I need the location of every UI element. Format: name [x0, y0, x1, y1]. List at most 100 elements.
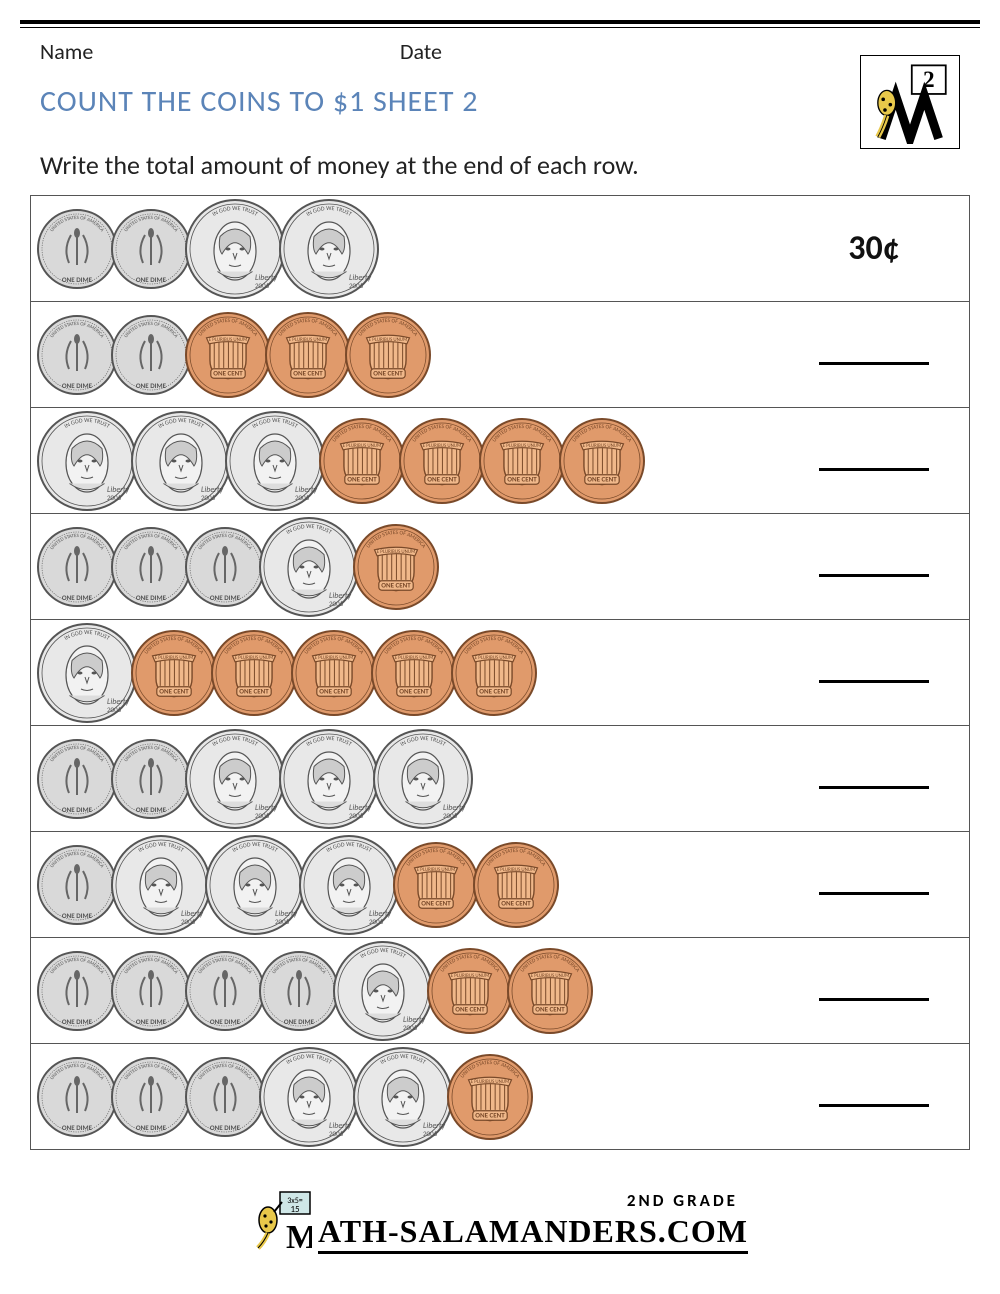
nickel-coin: IN GOD WE TRUST Liberty 2006 — [205, 835, 305, 935]
penny-coin: UNITED STATES OF AMERICA E PLURIBUS UNUM… — [185, 312, 271, 398]
coin-row-coins: UNITED STATES OF AMERICA ONE DIME UNITED… — [37, 941, 799, 1041]
nickel-coin: IN GOD WE TRUST Liberty 2006 — [225, 411, 325, 511]
row-answer[interactable] — [799, 334, 969, 375]
svg-text:ONE CENT: ONE CENT — [455, 1004, 485, 1013]
dime-coin: UNITED STATES OF AMERICA ONE DIME — [111, 209, 191, 289]
svg-text:ONE CENT: ONE CENT — [475, 1110, 505, 1119]
coin-row-coins: UNITED STATES OF AMERICA ONE DIME UNITED… — [37, 729, 799, 829]
row-answer[interactable] — [799, 440, 969, 481]
row-answer[interactable] — [799, 970, 969, 1011]
worksheet-page: Name Date COUNT THE COINS TO $1 SHEET 2 … — [0, 20, 1000, 1275]
dime-coin: UNITED STATES OF AMERICA ONE DIME — [111, 527, 191, 607]
svg-text:E PLURIBUS UNUM: E PLURIBUS UNUM — [531, 973, 570, 979]
svg-text:ONE CENT: ONE CENT — [381, 580, 411, 589]
coin-row: UNITED STATES OF AMERICA ONE DIME UNITED… — [31, 938, 969, 1044]
row-answer[interactable] — [799, 652, 969, 693]
answer-blank[interactable] — [819, 867, 929, 895]
footer: 3x5= 15 M 2ND GRADE ATH-SALAMANDERS.COM — [0, 1190, 1000, 1275]
svg-text:ONE DIME: ONE DIME — [284, 1017, 315, 1026]
penny-coin: UNITED STATES OF AMERICA E PLURIBUS UNUM… — [473, 842, 559, 928]
svg-text:2006: 2006 — [275, 917, 290, 926]
svg-text:2006: 2006 — [403, 1023, 418, 1032]
answer-blank[interactable] — [819, 973, 929, 1001]
dime-coin: UNITED STATES OF AMERICA ONE DIME — [111, 739, 191, 819]
svg-text:ONE CENT: ONE CENT — [399, 686, 429, 695]
svg-text:E PLURIBUS UNUM: E PLURIBUS UNUM — [583, 443, 622, 449]
svg-text:15: 15 — [290, 1204, 300, 1215]
svg-text:ONE DIME: ONE DIME — [62, 381, 93, 390]
svg-text:ONE CENT: ONE CENT — [239, 686, 269, 695]
coin-row: IN GOD WE TRUST Liberty 2006 IN GOD WE T… — [31, 408, 969, 514]
dime-coin: UNITED STATES OF AMERICA ONE DIME — [37, 527, 117, 607]
penny-coin: UNITED STATES OF AMERICA E PLURIBUS UNUM… — [447, 1054, 533, 1140]
answer-blank[interactable] — [819, 1079, 929, 1107]
coin-row: UNITED STATES OF AMERICA ONE DIME UNITED… — [31, 514, 969, 620]
dime-coin: UNITED STATES OF AMERICA ONE DIME — [37, 739, 117, 819]
svg-text:ONE CENT: ONE CENT — [213, 368, 243, 377]
penny-coin: UNITED STATES OF AMERICA E PLURIBUS UNUM… — [479, 418, 565, 504]
svg-text:ONE DIME: ONE DIME — [62, 805, 93, 814]
svg-text:ONE CENT: ONE CENT — [587, 474, 617, 483]
svg-text:E PLURIBUS UNUM: E PLURIBUS UNUM — [423, 443, 462, 449]
dime-coin: UNITED STATES OF AMERICA ONE DIME — [111, 951, 191, 1031]
footer-brand: 3x5= 15 M 2ND GRADE ATH-SALAMANDERS.COM — [252, 1190, 748, 1250]
nickel-coin: IN GOD WE TRUST Liberty 2006 — [299, 835, 399, 935]
coin-row: UNITED STATES OF AMERICA ONE DIME UNITED… — [31, 196, 969, 302]
penny-coin: UNITED STATES OF AMERICA E PLURIBUS UNUM… — [559, 418, 645, 504]
svg-text:2006: 2006 — [107, 493, 122, 502]
row-answer[interactable] — [799, 546, 969, 587]
answer-blank[interactable] — [819, 761, 929, 789]
svg-text:ONE DIME: ONE DIME — [136, 275, 167, 284]
penny-coin: UNITED STATES OF AMERICA E PLURIBUS UNUM… — [291, 630, 377, 716]
svg-text:E PLURIBUS UNUM: E PLURIBUS UNUM — [395, 655, 434, 661]
coin-row-coins: UNITED STATES OF AMERICA ONE DIME UNITED… — [37, 312, 799, 398]
penny-coin: UNITED STATES OF AMERICA E PLURIBUS UNUM… — [427, 948, 513, 1034]
svg-text:2006: 2006 — [295, 493, 310, 502]
svg-text:ONE CENT: ONE CENT — [535, 1004, 565, 1013]
answer-blank[interactable] — [819, 337, 929, 365]
row-answer[interactable] — [799, 864, 969, 905]
coin-row: UNITED STATES OF AMERICA ONE DIME UNITED… — [31, 726, 969, 832]
penny-coin: UNITED STATES OF AMERICA E PLURIBUS UNUM… — [265, 312, 351, 398]
svg-text:E PLURIBUS UNUM: E PLURIBUS UNUM — [471, 1079, 510, 1085]
nickel-coin: IN GOD WE TRUST Liberty 2006 — [185, 729, 285, 829]
coin-row: IN GOD WE TRUST Liberty 2006 UNITED STAT… — [31, 620, 969, 726]
nickel-coin: IN GOD WE TRUST Liberty 2006 — [131, 411, 231, 511]
svg-text:2006: 2006 — [349, 281, 364, 290]
nickel-coin: IN GOD WE TRUST Liberty 2006 — [333, 941, 433, 1041]
answer-blank[interactable] — [819, 443, 929, 471]
footer-grade: 2ND GRADE — [318, 1190, 738, 1211]
svg-text:ONE CENT: ONE CENT — [293, 368, 323, 377]
svg-text:ONE CENT: ONE CENT — [427, 474, 457, 483]
nickel-coin: IN GOD WE TRUST Liberty 2006 — [37, 411, 137, 511]
dime-coin: UNITED STATES OF AMERICA ONE DIME — [37, 209, 117, 289]
svg-text:E PLURIBUS UNUM: E PLURIBUS UNUM — [451, 973, 490, 979]
svg-text:2006: 2006 — [369, 917, 384, 926]
svg-text:E PLURIBUS UNUM: E PLURIBUS UNUM — [377, 549, 416, 555]
svg-text:ONE DIME: ONE DIME — [136, 1017, 167, 1026]
svg-text:2006: 2006 — [423, 1129, 438, 1138]
nickel-coin: IN GOD WE TRUST Liberty 2006 — [111, 835, 211, 935]
coin-row: UNITED STATES OF AMERICA ONE DIME UNITED… — [31, 1044, 969, 1150]
svg-text:2006: 2006 — [329, 599, 344, 608]
coin-row: UNITED STATES OF AMERICA ONE DIME IN GOD… — [31, 832, 969, 938]
svg-text:ONE CENT: ONE CENT — [507, 474, 537, 483]
row-answer[interactable]: 30¢ — [799, 228, 969, 269]
row-answer[interactable] — [799, 758, 969, 799]
penny-coin: UNITED STATES OF AMERICA E PLURIBUS UNUM… — [507, 948, 593, 1034]
answer-blank[interactable] — [819, 549, 929, 577]
answer-blank[interactable] — [819, 655, 929, 683]
svg-text:2006: 2006 — [443, 811, 458, 820]
svg-text:E PLURIBUS UNUM: E PLURIBUS UNUM — [315, 655, 354, 661]
svg-text:E PLURIBUS UNUM: E PLURIBUS UNUM — [209, 337, 248, 343]
svg-text:E PLURIBUS UNUM: E PLURIBUS UNUM — [289, 337, 328, 343]
penny-coin: UNITED STATES OF AMERICA E PLURIBUS UNUM… — [131, 630, 217, 716]
svg-text:E PLURIBUS UNUM: E PLURIBUS UNUM — [475, 655, 514, 661]
svg-text:2006: 2006 — [255, 811, 270, 820]
dime-coin: UNITED STATES OF AMERICA ONE DIME — [185, 951, 265, 1031]
header-row: Name Date — [0, 38, 1000, 65]
penny-coin: UNITED STATES OF AMERICA E PLURIBUS UNUM… — [211, 630, 297, 716]
footer-text: 2ND GRADE ATH-SALAMANDERS.COM — [318, 1190, 748, 1250]
row-answer[interactable] — [799, 1076, 969, 1117]
penny-coin: UNITED STATES OF AMERICA E PLURIBUS UNUM… — [319, 418, 405, 504]
